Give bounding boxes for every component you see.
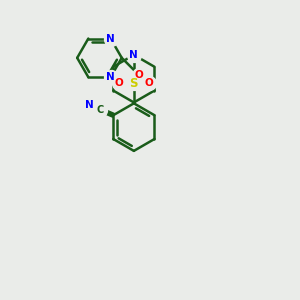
Text: N: N (106, 72, 115, 82)
Text: O: O (144, 78, 153, 88)
Text: N: N (130, 50, 138, 60)
Text: N: N (85, 100, 93, 110)
Text: N: N (106, 34, 115, 44)
Text: S: S (130, 76, 138, 90)
Text: C: C (97, 105, 104, 115)
Text: O: O (135, 70, 143, 80)
Text: O: O (115, 78, 123, 88)
